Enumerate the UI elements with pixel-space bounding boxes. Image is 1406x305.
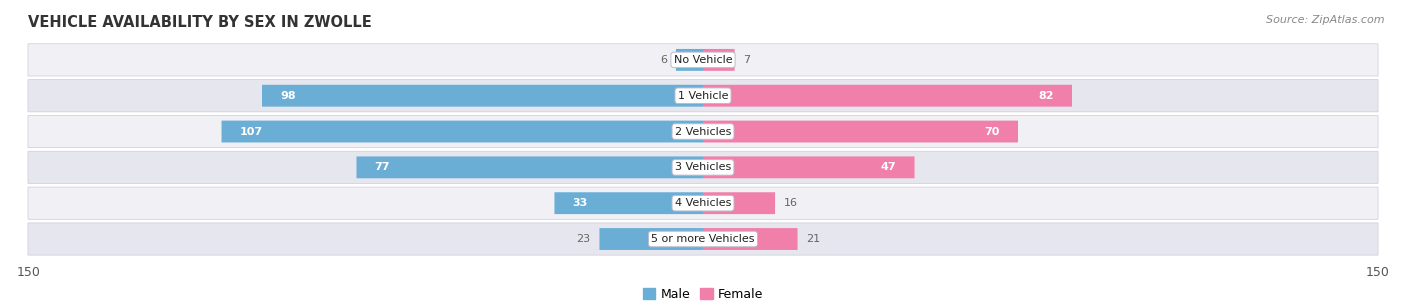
Text: 77: 77 xyxy=(374,162,389,172)
Text: VEHICLE AVAILABILITY BY SEX IN ZWOLLE: VEHICLE AVAILABILITY BY SEX IN ZWOLLE xyxy=(28,15,371,30)
Text: Source: ZipAtlas.com: Source: ZipAtlas.com xyxy=(1267,15,1385,25)
Text: 23: 23 xyxy=(576,234,591,244)
Text: 98: 98 xyxy=(280,91,295,101)
Text: 21: 21 xyxy=(807,234,821,244)
FancyBboxPatch shape xyxy=(676,49,703,71)
FancyBboxPatch shape xyxy=(28,44,1378,76)
FancyBboxPatch shape xyxy=(28,187,1378,219)
FancyBboxPatch shape xyxy=(28,115,1378,148)
Text: 107: 107 xyxy=(239,127,263,137)
FancyBboxPatch shape xyxy=(703,85,1071,107)
Text: 3 Vehicles: 3 Vehicles xyxy=(675,162,731,172)
Text: 6: 6 xyxy=(659,55,666,65)
Text: 5 or more Vehicles: 5 or more Vehicles xyxy=(651,234,755,244)
Text: 4 Vehicles: 4 Vehicles xyxy=(675,198,731,208)
Text: 2 Vehicles: 2 Vehicles xyxy=(675,127,731,137)
FancyBboxPatch shape xyxy=(28,223,1378,255)
Text: 70: 70 xyxy=(984,127,1000,137)
FancyBboxPatch shape xyxy=(554,192,703,214)
FancyBboxPatch shape xyxy=(262,85,703,107)
FancyBboxPatch shape xyxy=(599,228,703,250)
FancyBboxPatch shape xyxy=(222,120,703,142)
FancyBboxPatch shape xyxy=(703,49,734,71)
Text: 82: 82 xyxy=(1039,91,1054,101)
FancyBboxPatch shape xyxy=(703,156,914,178)
FancyBboxPatch shape xyxy=(703,120,1018,142)
FancyBboxPatch shape xyxy=(28,151,1378,184)
FancyBboxPatch shape xyxy=(703,192,775,214)
Text: 7: 7 xyxy=(744,55,751,65)
Text: 16: 16 xyxy=(785,198,799,208)
Text: 47: 47 xyxy=(880,162,897,172)
Text: No Vehicle: No Vehicle xyxy=(673,55,733,65)
Text: 33: 33 xyxy=(572,198,588,208)
FancyBboxPatch shape xyxy=(703,228,797,250)
FancyBboxPatch shape xyxy=(28,80,1378,112)
Legend: Male, Female: Male, Female xyxy=(638,283,768,305)
Text: 1 Vehicle: 1 Vehicle xyxy=(678,91,728,101)
FancyBboxPatch shape xyxy=(357,156,703,178)
